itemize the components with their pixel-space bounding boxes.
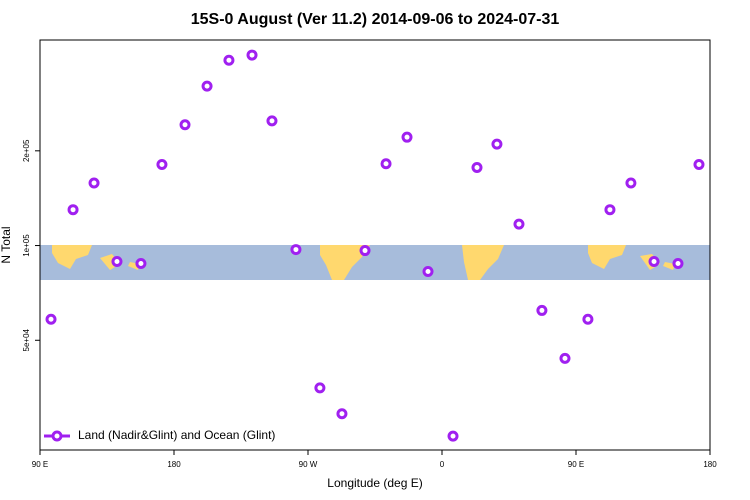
data-point xyxy=(559,352,571,364)
data-point xyxy=(223,54,235,66)
map-band xyxy=(40,245,710,280)
y-tick-label: 1e+05 xyxy=(22,234,31,257)
data-point xyxy=(604,204,616,216)
data-point xyxy=(693,158,705,170)
x-tick-label: 90 E xyxy=(568,460,584,469)
chart-title: 15S-0 August (Ver 11.2) 2014-09-06 to 20… xyxy=(191,11,560,28)
x-tick-label: 90 W xyxy=(299,460,318,469)
y-tick-label: 5e+04 xyxy=(22,328,31,351)
x-tick-label: 90 E xyxy=(32,460,48,469)
data-point xyxy=(314,382,326,394)
data-point xyxy=(266,115,278,127)
data-point xyxy=(111,255,123,267)
x-tick-label: 0 xyxy=(440,460,445,469)
data-point xyxy=(290,244,302,256)
data-point xyxy=(582,313,594,325)
x-tick-label: 180 xyxy=(167,460,181,469)
data-point xyxy=(422,266,434,278)
x-tick-label: 180 xyxy=(703,460,717,469)
data-point xyxy=(672,257,684,269)
data-point xyxy=(536,304,548,316)
x-axis-label: Longitude (deg E) xyxy=(327,476,422,490)
data-point xyxy=(45,313,57,325)
data-point xyxy=(156,158,168,170)
data-point xyxy=(648,255,660,267)
data-point xyxy=(513,218,525,230)
data-point xyxy=(471,162,483,174)
data-point xyxy=(447,430,459,442)
data-point xyxy=(88,177,100,189)
legend-label: Land (Nadir&Glint) and Ocean (Glint) xyxy=(78,428,275,442)
data-point xyxy=(67,204,79,216)
data-point xyxy=(401,131,413,143)
y-axis-label: N Total xyxy=(0,226,13,263)
data-point xyxy=(625,177,637,189)
data-point xyxy=(135,257,147,269)
data-point xyxy=(179,119,191,131)
legend-marker xyxy=(51,430,63,442)
data-point xyxy=(246,49,258,61)
data-point xyxy=(359,245,371,257)
data-point xyxy=(491,138,503,150)
data-point xyxy=(201,80,213,92)
data-point xyxy=(336,408,348,420)
data-point xyxy=(380,158,392,170)
y-tick-label: 2e+05 xyxy=(22,139,31,162)
plot-frame xyxy=(39,39,711,451)
